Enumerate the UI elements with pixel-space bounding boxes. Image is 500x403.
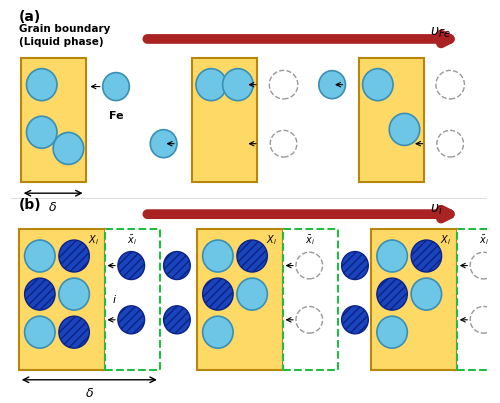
- Ellipse shape: [202, 278, 233, 310]
- Text: (a): (a): [19, 10, 41, 25]
- Text: $\upsilon_{Fe}$: $\upsilon_{Fe}$: [430, 26, 452, 40]
- Ellipse shape: [118, 306, 144, 334]
- Ellipse shape: [377, 240, 408, 272]
- Ellipse shape: [102, 73, 130, 101]
- Bar: [104, 229, 160, 370]
- Text: $X_i$: $X_i$: [266, 233, 277, 247]
- Text: $\upsilon_{i}$: $\upsilon_{i}$: [430, 203, 443, 217]
- Ellipse shape: [237, 278, 268, 310]
- Ellipse shape: [389, 113, 420, 145]
- Bar: [21, 58, 86, 182]
- Ellipse shape: [411, 240, 442, 272]
- Bar: [359, 58, 424, 182]
- Ellipse shape: [26, 116, 57, 148]
- Text: $X_i$: $X_i$: [88, 233, 99, 247]
- Ellipse shape: [26, 69, 57, 101]
- Ellipse shape: [24, 278, 55, 310]
- Ellipse shape: [411, 278, 442, 310]
- Ellipse shape: [319, 71, 345, 99]
- Text: i: i: [112, 295, 116, 305]
- Ellipse shape: [237, 240, 268, 272]
- Text: δ: δ: [50, 201, 57, 214]
- Bar: [192, 58, 257, 182]
- Bar: [371, 229, 457, 370]
- Ellipse shape: [196, 69, 226, 101]
- Text: Grain boundary
(Liquid phase): Grain boundary (Liquid phase): [19, 24, 110, 46]
- Text: $\bar{x}_i$: $\bar{x}_i$: [480, 233, 490, 247]
- Text: Fe: Fe: [109, 111, 124, 121]
- Ellipse shape: [164, 306, 190, 334]
- Bar: [197, 229, 282, 370]
- Ellipse shape: [377, 278, 408, 310]
- Ellipse shape: [342, 251, 368, 280]
- Ellipse shape: [362, 69, 393, 101]
- Bar: [457, 229, 500, 370]
- Ellipse shape: [150, 130, 177, 158]
- Text: $\bar{x}_i$: $\bar{x}_i$: [305, 233, 315, 247]
- Ellipse shape: [59, 240, 90, 272]
- Ellipse shape: [222, 69, 253, 101]
- Ellipse shape: [202, 240, 233, 272]
- Text: $\bar{x}_i$: $\bar{x}_i$: [127, 233, 137, 247]
- Ellipse shape: [342, 306, 368, 334]
- Ellipse shape: [53, 133, 84, 164]
- Text: $X_i$: $X_i$: [440, 233, 451, 247]
- Text: δ: δ: [86, 387, 93, 401]
- Ellipse shape: [377, 316, 408, 348]
- Ellipse shape: [164, 251, 190, 280]
- Bar: [282, 229, 338, 370]
- Bar: [19, 229, 104, 370]
- Text: (b): (b): [19, 198, 42, 212]
- Ellipse shape: [59, 278, 90, 310]
- Ellipse shape: [202, 316, 233, 348]
- Ellipse shape: [118, 251, 144, 280]
- Ellipse shape: [24, 316, 55, 348]
- Ellipse shape: [59, 316, 90, 348]
- Ellipse shape: [24, 240, 55, 272]
